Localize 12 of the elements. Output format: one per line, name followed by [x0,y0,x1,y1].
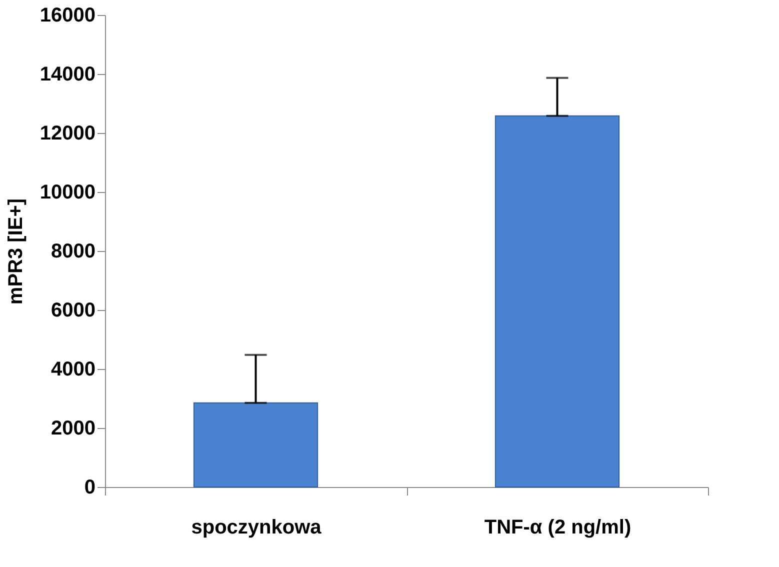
y-tick-label: 4000 [51,358,96,380]
x-tick-label: TNF-α (2 ng/ml) [484,516,632,538]
y-tick-label: 14000 [40,64,96,86]
x-tick-label: spoczynkowa [191,516,322,538]
y-tick-label: 8000 [51,240,96,262]
y-tick-label: 0 [84,476,96,498]
y-tick-label: 12000 [40,122,96,144]
y-tick-label: 10000 [40,182,96,204]
y-tick-label: 16000 [40,4,96,26]
y-tick-label: 6000 [51,300,96,322]
y-axis-title: mPR3 [IE+] [4,198,27,305]
y-tick-label: 2000 [51,418,96,440]
